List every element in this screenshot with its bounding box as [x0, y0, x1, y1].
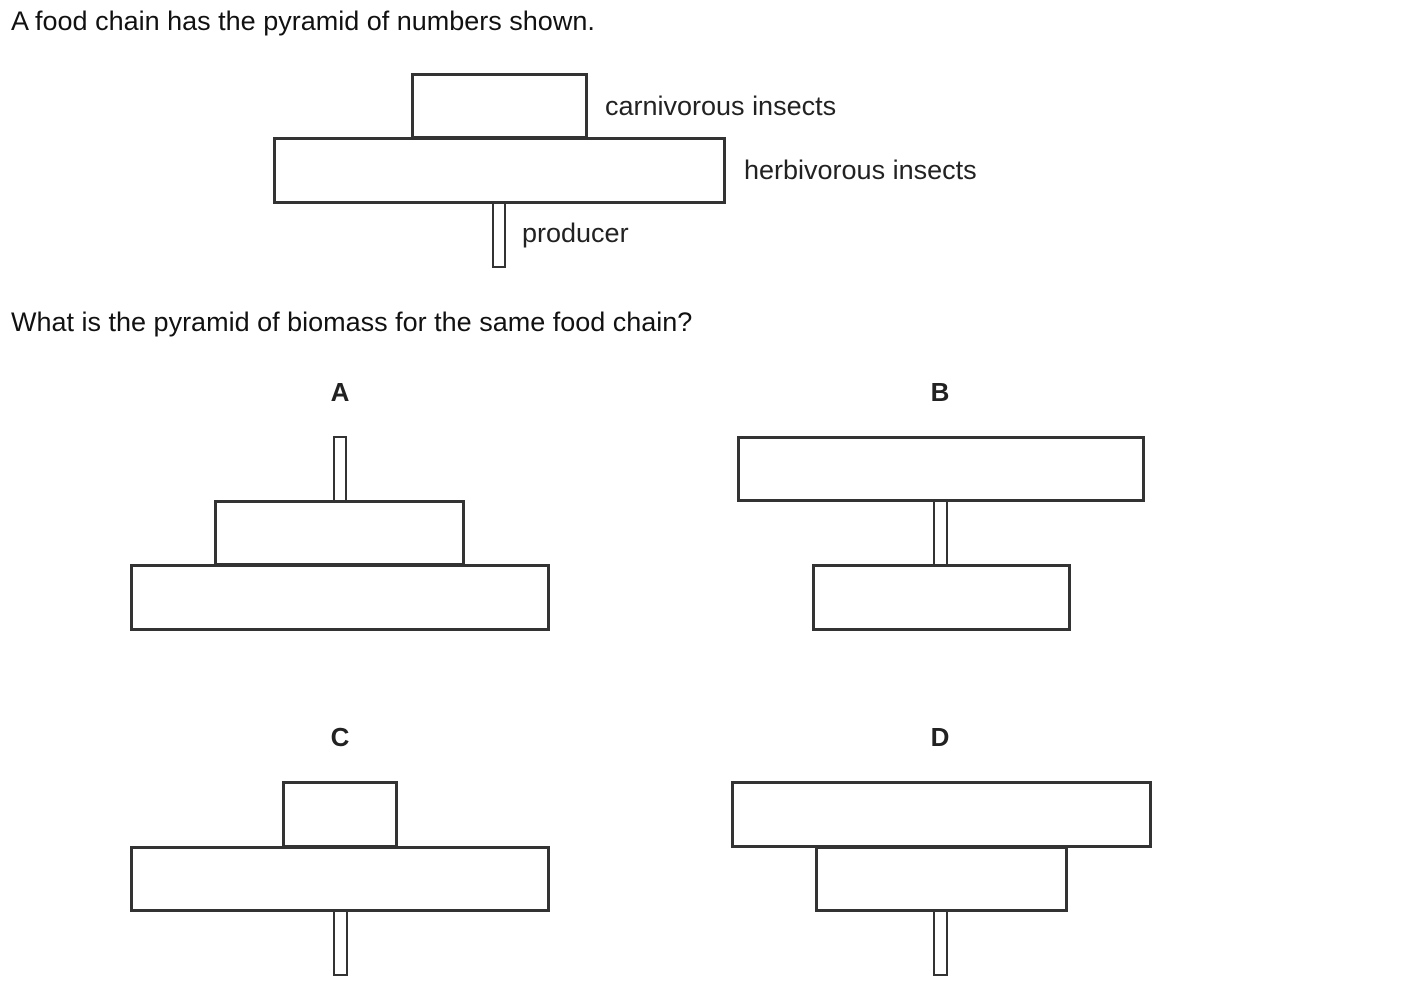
option-c-letter: C [330, 722, 350, 752]
option-b-top-bar [737, 436, 1145, 502]
question-intro: A food chain has the pyramid of numbers … [11, 6, 595, 36]
option-c-middle-bar [130, 846, 550, 912]
option-b-bottom-bar [812, 564, 1071, 631]
option-d-letter: D [930, 722, 950, 752]
option-b-middle-bar [933, 500, 948, 566]
herbivorous-insects-label: herbivorous insects [744, 155, 977, 185]
option-c-bottom-bar [333, 910, 348, 976]
option-a-middle-bar [214, 500, 465, 566]
question-prompt: What is the pyramid of biomass for the s… [11, 307, 693, 337]
carnivorous-insects-label: carnivorous insects [605, 91, 837, 121]
option-a-letter: A [330, 377, 350, 407]
herbivorous-insects-bar [273, 137, 726, 204]
producer-bar [492, 202, 506, 268]
option-b-letter: B [930, 377, 950, 407]
carnivorous-insects-bar [411, 73, 588, 139]
option-c-top-bar [282, 781, 398, 848]
option-d-top-bar [731, 781, 1152, 848]
option-d-bottom-bar [933, 910, 948, 976]
producer-label: producer [522, 218, 629, 248]
option-a-bottom-bar [130, 564, 550, 631]
option-d-middle-bar [815, 846, 1068, 912]
option-a-top-bar [333, 436, 347, 502]
